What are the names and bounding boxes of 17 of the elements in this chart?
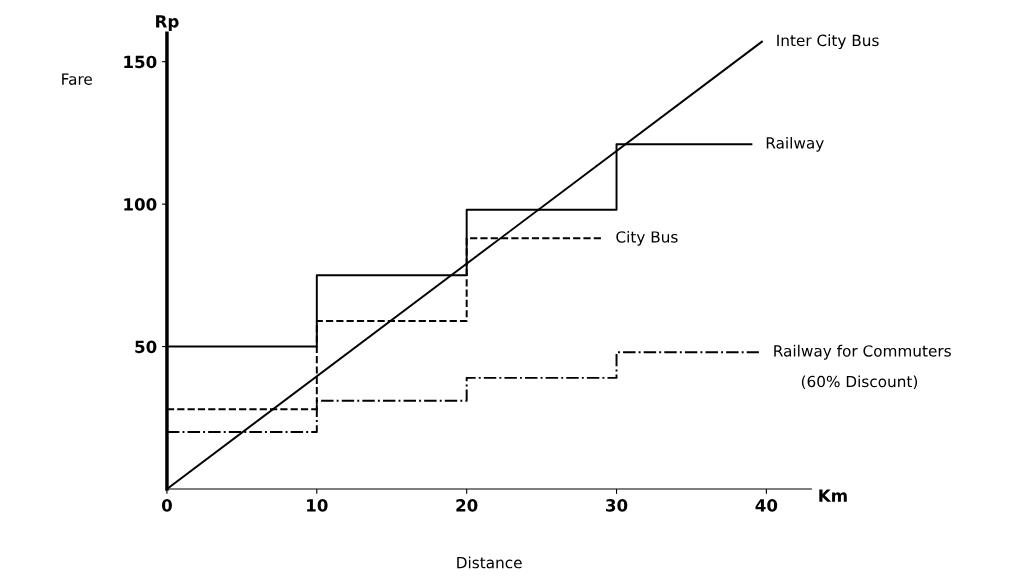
text: Rp: [156, 15, 179, 31]
y-tick-label: 100: [124, 198, 157, 211]
y-axis-title: Fare: [62, 73, 92, 85]
x-tick-label: 10: [307, 499, 328, 512]
x-axis-title: Distance: [457, 556, 522, 569]
text: Km: [819, 489, 847, 502]
series-label: Railway for Commuters: [774, 344, 951, 360]
x-tick-label: 20: [456, 499, 478, 512]
x-tick-label: 0: [161, 499, 172, 512]
x-tick-label: 40: [755, 499, 778, 512]
series-label: City Bus: [616, 230, 678, 246]
x-tick-label: 30: [606, 499, 628, 512]
y-tick-label: 50: [135, 340, 157, 354]
annotation: (60% Discount): [801, 375, 918, 390]
y-tick-label: 150: [124, 55, 157, 69]
series-label: Inter City Bus: [777, 34, 879, 50]
series-label: Railway: [766, 136, 824, 152]
